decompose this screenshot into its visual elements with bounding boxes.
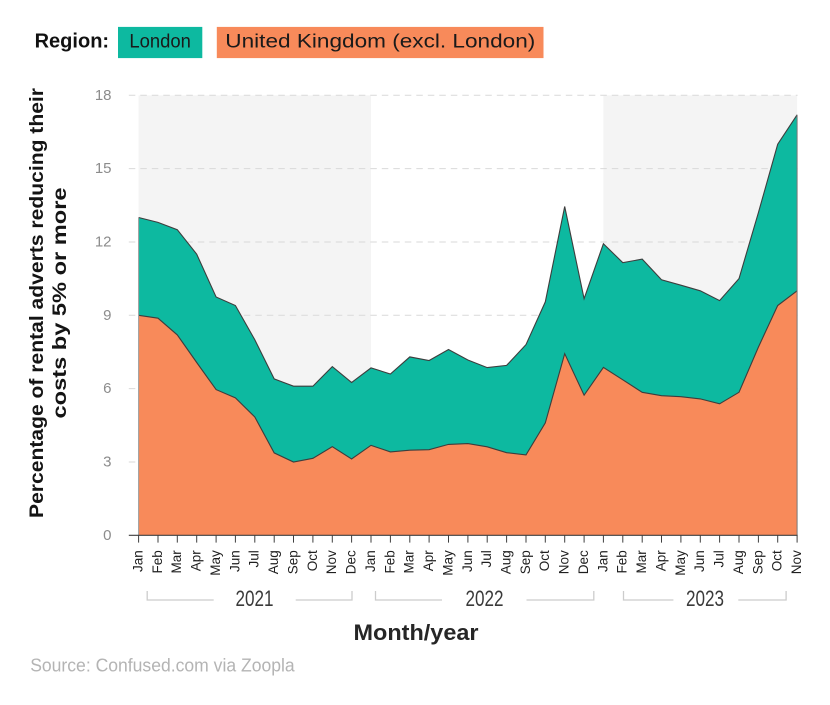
svg-text:Jul: Jul	[712, 550, 727, 567]
svg-text:Feb: Feb	[615, 550, 630, 573]
svg-text:15: 15	[95, 160, 112, 177]
svg-text:2022: 2022	[466, 586, 504, 611]
svg-text:Oct: Oct	[770, 550, 785, 571]
svg-text:Percentage of rental adverts r: Percentage of rental adverts reducing th…	[26, 88, 48, 518]
svg-text:Mar: Mar	[634, 550, 649, 574]
svg-text:May: May	[208, 550, 223, 576]
svg-text:Mar: Mar	[169, 550, 184, 574]
svg-text:United Kingdom (excl. London): United Kingdom (excl. London)	[225, 31, 535, 53]
svg-text:Jun: Jun	[227, 550, 242, 572]
svg-text:Sep: Sep	[518, 550, 533, 574]
svg-text:Mar: Mar	[402, 550, 417, 574]
svg-text:18: 18	[95, 87, 112, 104]
svg-text:Sep: Sep	[750, 550, 765, 574]
svg-text:costs by 5% or more: costs by 5% or more	[49, 187, 71, 418]
svg-text:Dec: Dec	[344, 550, 359, 574]
svg-text:Nov: Nov	[324, 550, 339, 574]
svg-text:Aug: Aug	[499, 550, 514, 574]
svg-text:6: 6	[103, 380, 111, 397]
svg-text:Apr: Apr	[653, 550, 668, 572]
svg-text:London: London	[129, 31, 191, 53]
svg-text:Oct: Oct	[305, 550, 320, 571]
svg-text:Jul: Jul	[247, 550, 262, 567]
svg-text:Source: Confused.com via Zoopl: Source: Confused.com via Zoopla	[30, 655, 295, 676]
svg-text:12: 12	[95, 234, 112, 251]
svg-text:Oct: Oct	[537, 550, 552, 571]
svg-text:2023: 2023	[686, 586, 724, 611]
svg-text:Apr: Apr	[189, 550, 204, 572]
svg-text:Feb: Feb	[150, 550, 165, 573]
svg-text:0: 0	[103, 527, 111, 544]
svg-text:Jun: Jun	[692, 550, 707, 572]
svg-text:Aug: Aug	[266, 550, 281, 574]
svg-text:Region:: Region:	[35, 29, 110, 52]
svg-text:Jan: Jan	[131, 550, 146, 572]
svg-text:Jul: Jul	[479, 550, 494, 567]
svg-text:2021: 2021	[236, 586, 274, 611]
svg-text:Jun: Jun	[460, 550, 475, 572]
svg-text:9: 9	[103, 307, 111, 324]
svg-text:Jan: Jan	[363, 550, 378, 572]
svg-text:Apr: Apr	[421, 550, 436, 572]
svg-text:3: 3	[103, 454, 111, 471]
svg-text:Sep: Sep	[285, 550, 300, 574]
svg-text:Nov: Nov	[557, 550, 572, 574]
svg-text:Nov: Nov	[789, 550, 804, 574]
svg-text:Feb: Feb	[382, 550, 397, 573]
svg-text:Jan: Jan	[595, 550, 610, 572]
svg-text:Month/year: Month/year	[354, 620, 479, 645]
svg-text:May: May	[440, 550, 455, 576]
svg-text:May: May	[673, 550, 688, 576]
svg-text:Dec: Dec	[576, 550, 591, 574]
svg-text:Aug: Aug	[731, 550, 746, 574]
